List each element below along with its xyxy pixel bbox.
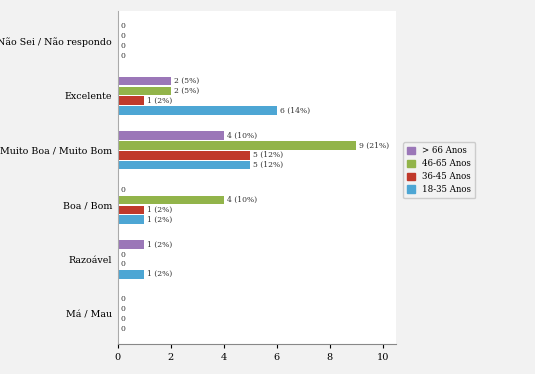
Bar: [118, 270, 144, 279]
Bar: [118, 86, 171, 95]
Bar: [118, 240, 144, 249]
Text: 0: 0: [121, 315, 126, 323]
Text: 0: 0: [121, 305, 126, 313]
Bar: [118, 141, 356, 150]
Text: 1 (2%): 1 (2%): [147, 216, 173, 224]
Legend: > 66 Anos, 46-65 Anos, 36-45 Anos, 18-35 Anos: > 66 Anos, 46-65 Anos, 36-45 Anos, 18-35…: [403, 142, 475, 198]
Text: 9 (21%): 9 (21%): [360, 141, 389, 150]
Text: 0: 0: [121, 325, 126, 333]
Text: 0: 0: [121, 186, 126, 194]
Bar: [118, 161, 250, 169]
Text: 4 (10%): 4 (10%): [227, 132, 257, 140]
Text: 1 (2%): 1 (2%): [147, 97, 173, 105]
Text: 2 (5%): 2 (5%): [174, 87, 199, 95]
Text: 0: 0: [121, 52, 126, 60]
Text: 5 (12%): 5 (12%): [254, 151, 284, 159]
Text: 2 (5%): 2 (5%): [174, 77, 199, 85]
Bar: [118, 106, 277, 115]
Bar: [118, 77, 171, 85]
Bar: [118, 96, 144, 105]
Bar: [118, 151, 250, 160]
Text: 0: 0: [121, 22, 126, 30]
Text: 5 (12%): 5 (12%): [254, 161, 284, 169]
Text: 1 (2%): 1 (2%): [147, 270, 173, 278]
Text: 6 (14%): 6 (14%): [280, 107, 310, 114]
Text: 1 (2%): 1 (2%): [147, 241, 173, 249]
Text: 0: 0: [121, 260, 126, 269]
Text: 0: 0: [121, 32, 126, 40]
Bar: [118, 206, 144, 214]
Text: 0: 0: [121, 42, 126, 50]
Bar: [118, 196, 224, 204]
Bar: [118, 215, 144, 224]
Text: 1 (2%): 1 (2%): [147, 206, 173, 214]
Text: 0: 0: [121, 295, 126, 303]
Text: 4 (10%): 4 (10%): [227, 196, 257, 204]
Text: 0: 0: [121, 251, 126, 258]
Bar: [118, 131, 224, 140]
